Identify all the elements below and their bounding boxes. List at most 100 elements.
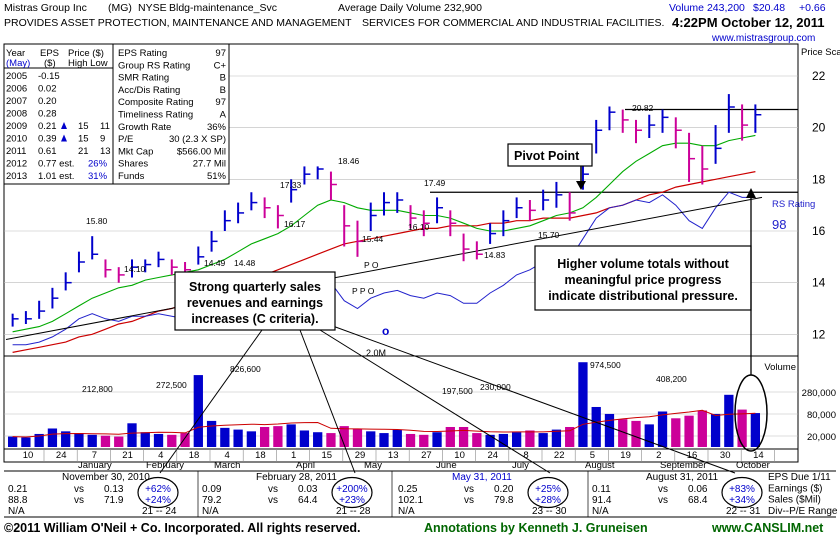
week-tick-label: 10 [23, 450, 34, 461]
eps-header-eps: EPS [40, 48, 59, 59]
volume-label: 408,200 [656, 374, 687, 384]
volume-note-line3: indicate distributional pressure. [548, 289, 738, 303]
volume-label: 197,500 [442, 386, 473, 396]
quarter-eps-pct: +25% [535, 484, 561, 495]
volume-bar [299, 430, 310, 447]
avg-volume: Average Daily Volume 232,900 [338, 2, 482, 14]
sales-note-line3: increases (C criteria). [191, 312, 318, 326]
volume-bar [366, 431, 376, 447]
price-bar [237, 202, 245, 224]
volume-bar [419, 434, 429, 447]
price-bar [144, 259, 152, 273]
eps-table: Year EPS Price ($) (May) ($) High Low 2005 -0.1… [6, 48, 111, 182]
industry-group: Bldg-maintenance_Svc [169, 2, 277, 14]
volume-bar [737, 409, 747, 447]
price-bar [489, 223, 497, 244]
week-tick-label: 14 [753, 450, 764, 461]
rating-label: Growth Rate [118, 122, 171, 133]
eps-header-price: Price ($) [68, 48, 104, 59]
volume-bar [74, 433, 84, 447]
ticker: (MG) [108, 2, 132, 14]
eps-row-value: 0.28 [38, 109, 57, 120]
week-tick-label: 27 [421, 450, 432, 461]
volume-bar [565, 426, 575, 447]
rating-label: P/E [118, 134, 133, 145]
eps-row-value: 0.39 [38, 134, 57, 145]
annotations-credit: Annotations by Kenneth J. Gruneisen [424, 521, 648, 535]
volume-bar [153, 433, 164, 447]
quarter-sales-prior: 79.8 [494, 495, 514, 506]
volume-bar [697, 410, 707, 447]
week-tick-label: 15 [322, 450, 333, 461]
canslim-site: www.CANSLIM.net [711, 521, 824, 535]
volume-bar [233, 429, 243, 447]
eps-row-value: 0.20 [38, 96, 57, 107]
price-bar [51, 287, 59, 309]
eps-row-year: 2012 [6, 159, 27, 170]
volume-bar [631, 420, 641, 447]
vs-text: vs [268, 484, 278, 495]
price-label: 16.10 [408, 222, 430, 232]
eps-row-year: 2009 [6, 121, 27, 132]
volume-axis-title: Volume [764, 362, 796, 373]
volume-label: 272,500 [156, 380, 187, 390]
volume-bar [61, 431, 71, 447]
quarter-pe-range: 21 -- 24 [142, 506, 177, 517]
week-tick-label: 19 [620, 450, 631, 461]
eps-row-year: 2010 [6, 134, 27, 145]
earnings-strip: November 30, 2010 0.21 vs 0.13 +62% 88.8 vs 71.… [4, 470, 838, 518]
volume-bar [684, 415, 694, 447]
week-tick-label: 22 [554, 450, 565, 461]
price-label: 14.10 [124, 264, 146, 274]
volume-label: 230,000 [480, 382, 511, 392]
price-bar [210, 231, 218, 252]
pct-highlight-ellipse [137, 476, 179, 509]
pct-highlight-ellipse [331, 476, 373, 509]
vs-text: vs [74, 495, 84, 506]
quarter-period: November 30, 2010 [62, 472, 150, 483]
o-marker: o [382, 324, 389, 338]
rating-value: C+ [214, 60, 227, 71]
month-label: June [436, 460, 457, 471]
volume-bar [34, 433, 44, 447]
volume-bar [259, 426, 270, 447]
eps-subheader-price: High Low [68, 58, 108, 69]
price-bar [170, 259, 178, 275]
rating-value: 36% [207, 122, 227, 133]
volume-bar [618, 419, 628, 447]
price-bar [11, 313, 19, 327]
rating-value: $566.00 Mil [177, 146, 226, 157]
price-bar [688, 132, 696, 182]
price-bar [64, 272, 72, 291]
volume-tick-label: 280,000 [802, 388, 836, 399]
month-label: October [736, 460, 770, 471]
price-bar [555, 181, 563, 208]
quarter-eps: 0.09 [202, 484, 222, 495]
month-label: July [512, 460, 529, 471]
volume-label: 974,500 [590, 360, 621, 370]
price-label: 15.70 [538, 230, 560, 240]
price-bar [223, 210, 231, 231]
price-bar [290, 179, 298, 203]
rating-label: Funds [118, 171, 145, 182]
sales-note-line1: Strong quarterly sales [189, 280, 321, 294]
rating-value: B [220, 85, 226, 96]
price-tick-label: 14 [812, 276, 826, 290]
week-tick-label: 4 [158, 450, 163, 461]
rating-label: SMR Rating [118, 73, 169, 84]
week-tick-label: 18 [255, 450, 266, 461]
company-name: Mistras Group Inc [4, 2, 87, 14]
rating-value: 30 (2.3 X SP) [169, 134, 226, 145]
quarter-sales-pct: +24% [145, 495, 171, 506]
price-bar [701, 145, 709, 185]
price-label: 15.44 [362, 234, 384, 244]
price-quote: $20.48 [753, 2, 785, 14]
week-tick-label: 5 [590, 450, 595, 461]
volume-bar [140, 432, 150, 447]
quarter-sales-pct: +34% [729, 495, 755, 506]
week-tick-label: 4 [225, 450, 230, 461]
volume-bar [7, 436, 18, 447]
price-bar [303, 166, 311, 185]
price-bar [648, 114, 656, 138]
eps-row-low: 13 [100, 146, 111, 157]
